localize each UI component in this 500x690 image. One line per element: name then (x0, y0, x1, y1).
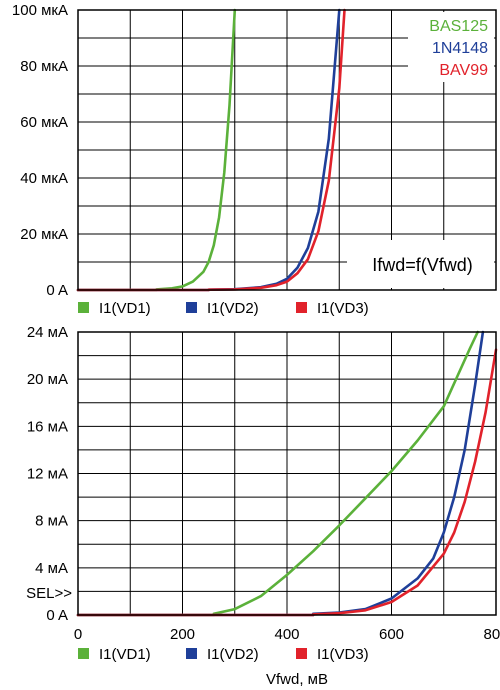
top-device-label-1: BAS125 (429, 18, 488, 35)
bottom-x-tick-label: 600 (379, 626, 404, 643)
top-legend-swatch (296, 302, 307, 313)
bottom-y-tick-label: 24 мА (27, 324, 68, 341)
top-legend-swatch (78, 302, 89, 313)
bottom-x-tick-label: 0 (74, 626, 82, 643)
top-legend-swatch (186, 302, 197, 313)
bottom-x-tick-label: 400 (274, 626, 299, 643)
top-device-label-3: BAV99 (439, 62, 488, 79)
bottom-y-tick-label: 4 мА (35, 560, 68, 577)
bottom-x-tick-label: 200 (170, 626, 195, 643)
top-plot-frame (77, 9, 497, 291)
bottom-y-tick-label: 8 мА (35, 513, 68, 530)
top-y-tick-label: 20 мкА (20, 226, 68, 243)
top-y-tick-label: 40 мкА (20, 170, 68, 187)
top-legend-label: I1(VD2) (207, 300, 259, 317)
bottom-legend-swatch (296, 648, 307, 659)
bottom-y-tick-label: 20 мА (27, 371, 68, 388)
top-legend-label: I1(VD3) (317, 300, 369, 317)
bottom-plot-frame (77, 331, 497, 616)
top-y-tick-label: 100 мкА (12, 2, 68, 19)
top-y-tick-label: 80 мкА (20, 58, 68, 75)
top-device-labels-bg (408, 12, 494, 82)
top-y-tick-label: 60 мкА (20, 114, 68, 131)
bottom-legend-swatch (186, 648, 197, 659)
bottom-sel-label: SEL>> (26, 585, 72, 602)
bottom-y-tick-label: 12 мА (27, 466, 68, 483)
bottom-legend-label: I1(VD2) (207, 646, 259, 663)
bottom-x-tick-label: 800 (483, 626, 500, 643)
top-y-tick-label: 0 A (46, 282, 68, 299)
bottom-legend-label: I1(VD3) (317, 646, 369, 663)
bottom-y-tick-label: 0 A (46, 607, 68, 624)
top-annotation: Ifwd=f(Vfwd) (372, 255, 473, 275)
top-legend-label: I1(VD1) (99, 300, 151, 317)
bottom-legend-swatch (78, 648, 89, 659)
bottom-legend-label: I1(VD1) (99, 646, 151, 663)
bottom-x-axis-label: Vfwd, мВ (266, 671, 328, 688)
top-device-label-2: 1N4148 (432, 40, 488, 57)
top-annotation-bg (347, 240, 494, 288)
bottom-series-line-1 (76, 330, 479, 617)
bottom-y-tick-label: 16 мА (27, 418, 68, 435)
